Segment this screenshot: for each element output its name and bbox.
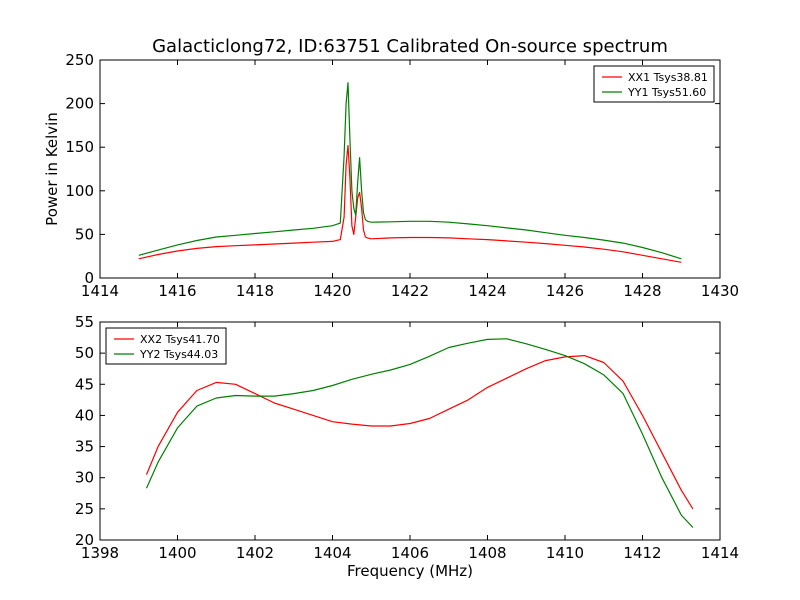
bottom-x-tick-label: 1402 [236, 544, 274, 562]
top-y-tick-label: 0 [84, 269, 94, 287]
bottom-legend-box [105, 327, 227, 365]
top-y-tick-label: 50 [75, 225, 94, 243]
top-legend-label-2: YY1 Tsys51.60 [627, 86, 706, 99]
top-x-tick-label: 1414 [81, 282, 119, 300]
top-x-tick-label: 1428 [623, 282, 661, 300]
bottom-y-tick-label: 45 [75, 375, 94, 393]
chart-title: Galacticlong72, ID:63751 Calibrated On-s… [152, 36, 668, 57]
top-series-line-2 [138, 82, 682, 260]
top-x-tick-label: 1426 [546, 282, 584, 300]
top-y-tick-label: 150 [65, 138, 94, 156]
bottom-legend: XX2 Tsys41.70 YY2 Tsys44.03 [105, 327, 227, 365]
bottom-panel: 1398 1400 1402 1404 1406 1408 1410 1412 1414 20 25… [75, 313, 739, 562]
bottom-y-tick-label: 25 [75, 500, 94, 518]
top-legend-label-1: XX1 Tsys38.81 [628, 71, 708, 84]
bottom-legend-label-2: YY2 Tsys44.03 [139, 348, 218, 361]
bottom-y-tick-label: 30 [75, 469, 94, 487]
top-x-tick-label: 1420 [313, 282, 351, 300]
top-x-tick-label: 1430 [701, 282, 739, 300]
bottom-y-tick-label: 35 [75, 438, 94, 456]
bottom-x-tick-label: 1404 [313, 544, 351, 562]
bottom-x-tick-label: 1408 [468, 544, 506, 562]
bottom-x-tick-label: 1410 [546, 544, 584, 562]
top-x-tick-label: 1422 [391, 282, 429, 300]
bottom-y-tick-label: 40 [75, 406, 94, 424]
bottom-series-line-1 [145, 355, 694, 510]
bottom-y-tick-label: 50 [75, 344, 94, 362]
bottom-x-tick-label: 1414 [701, 544, 739, 562]
bottom-x-tick-label: 1406 [391, 544, 429, 562]
bottom-y-tick-label: 20 [75, 531, 94, 549]
top-y-axis-label: Power in Kelvin [43, 112, 61, 226]
bottom-legend-label-1: XX2 Tsys41.70 [140, 333, 220, 346]
bottom-x-tick-label: 1412 [623, 544, 661, 562]
top-legend: XX1 Tsys38.81 YY1 Tsys51.60 [593, 65, 715, 103]
bottom-x-axis-label: Frequency (MHz) [347, 562, 473, 580]
top-x-tick-label: 1416 [158, 282, 196, 300]
bottom-x-tick-label: 1400 [158, 544, 196, 562]
top-series-line-1 [138, 144, 682, 263]
top-y-tick-label: 250 [65, 51, 94, 69]
top-panel: 1414 1416 1418 1420 1422 1424 1426 1428 1430 0 50 1… [65, 51, 739, 300]
top-legend-box [593, 65, 715, 103]
bottom-y-tick-label: 55 [75, 313, 94, 331]
bottom-x-tick-label: 1398 [81, 544, 119, 562]
top-x-tick-label: 1424 [468, 282, 506, 300]
top-x-tick-label: 1418 [236, 282, 274, 300]
top-y-tick-label: 200 [65, 95, 94, 113]
bottom-series-line-2 [145, 338, 694, 528]
top-y-tick-label: 100 [65, 182, 94, 200]
